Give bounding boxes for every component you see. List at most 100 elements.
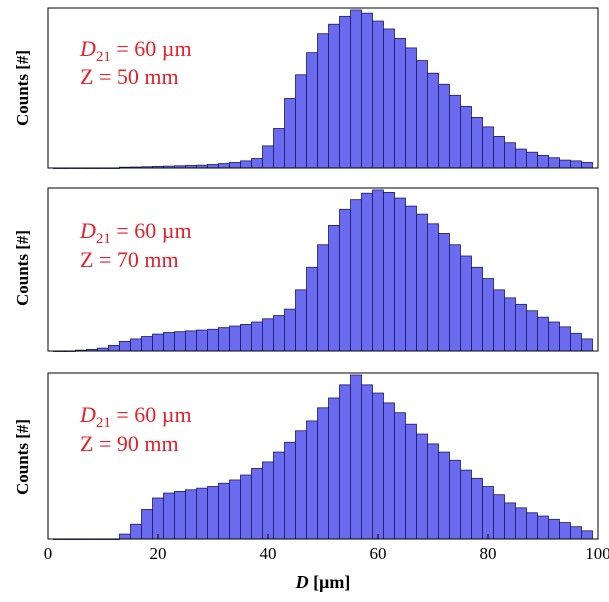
panel-2-bar [108,344,120,352]
x-tick-label: 0 [44,544,53,563]
panel-2-bar [119,340,131,352]
panel-2-bar [207,328,219,352]
panel-3-bar [537,515,549,540]
panel-1-bar [471,117,483,169]
panel-2-bar [229,325,241,352]
x-tick-label: 80 [480,544,497,563]
x-axis-label: D [µm] [295,572,351,592]
panel-1-bar [559,159,571,169]
panel-3-bar [438,451,450,540]
x-tick-label: 60 [370,544,387,563]
panel-3-annotation-d-symbol: D [79,402,96,427]
panel-3-bar [317,407,329,540]
panel-1-bar [581,162,593,169]
panel-1-bar [251,158,263,169]
panel-2-annotation-d-symbol: D [79,218,96,243]
panel-3-bar [130,523,142,540]
panel-1-bar [295,74,307,169]
panel-1-annotation-d-subscript: 21 [96,49,111,65]
panel-2-bar [537,316,549,352]
panel-3-bar [295,430,307,540]
panel-2-bar [240,324,252,352]
panel-2-bar [493,289,505,352]
panel-1-bar [504,142,516,169]
panel-2-bar [482,278,494,352]
panel-3-bar [559,522,571,540]
panel-3-bar [361,384,373,540]
panel-2-bar [251,321,263,352]
panel-2-annotation-d-subscript: 21 [96,231,111,247]
panel-1-bar [449,94,461,169]
panel-2-bar [218,327,230,352]
panel-1-bar [526,151,538,169]
panel-1-bar [306,52,318,169]
panel-1-bar [394,38,406,169]
panel-3-bar [163,492,175,540]
panel-1-bar [493,135,505,169]
panel-3-bar [339,384,351,540]
panel-3: Counts [#] D21 = 60 µm Z = 90 mm 0 20 40 60… [13,372,609,592]
panel-1-bar [515,148,527,169]
panel-3-annotation-d21: D21 = 60 µm [79,402,192,431]
panel-3-bar [273,451,285,540]
x-axis-label-symbol: D [295,572,309,592]
panel-2-bar [405,205,417,352]
panel-2-bar [152,333,164,352]
panel-3-bar [405,423,417,540]
panel-3-bar [460,469,472,540]
panel-3-bar [196,487,208,540]
panel-2-bar [262,318,274,352]
panel-3-bar [284,441,296,540]
panel-1-bar [317,33,329,169]
panel-1-bar [438,83,450,169]
panel-1-annotation-z: Z = 50 mm [80,64,179,89]
panel-3-bar [372,392,384,540]
panel-3-bars [53,374,593,540]
panel-1-bar [328,23,340,169]
panel-1-bar [218,163,230,169]
panel-3-bar [350,374,362,540]
panel-2-bar [185,330,197,352]
panel-2-bar [273,315,285,352]
panel-2-bar [515,303,527,352]
panel-2-bar [306,266,318,352]
panel-3-bar [240,474,252,540]
panel-2-annotation-z: Z = 70 mm [80,247,179,272]
panel-2-bar [394,197,406,352]
panel-1-bar [416,60,428,169]
panel-2-bar [284,308,296,352]
panel-3-bar [383,402,395,540]
x-axis-ticks: 0 20 40 60 80 100 [44,534,609,563]
panel-2-bar [295,289,307,352]
panel-2-bar [361,192,373,352]
panel-1-bar [427,72,439,169]
panel-2-bar [130,338,142,352]
panel-3-bar [427,443,439,540]
panel-3-bar [262,461,274,540]
panel-1-annotation-d-symbol: D [79,36,96,61]
panel-2-bar [350,199,362,352]
panel-2-bar [427,223,439,352]
panel-3-bar [515,507,527,540]
panel-3-bar [581,530,593,540]
panel-3-bar [493,494,505,540]
panel-3-bar [251,468,263,540]
panel-2-bar [570,332,582,352]
panel-1-bar [229,162,241,169]
panel-1-bar [350,9,362,169]
panel-2-bar [559,326,571,352]
panel-1-bar [548,157,560,169]
panel-2-frame [47,187,599,352]
x-tick-label: 40 [260,544,277,563]
panel-1-bar [372,20,384,169]
panel-3-bar [218,482,230,540]
panel-1-bar [361,12,373,169]
panel-1-annotation-d-value: = 60 µm [111,36,192,61]
x-axis-label-unit: [µm] [309,572,351,592]
panel-3-bar [526,512,538,540]
panel-3-bar [482,486,494,540]
panel-1-annotation-d21: D21 = 60 µm [79,36,192,65]
panel-2-bar [141,336,153,352]
panel-3-bar [570,526,582,540]
